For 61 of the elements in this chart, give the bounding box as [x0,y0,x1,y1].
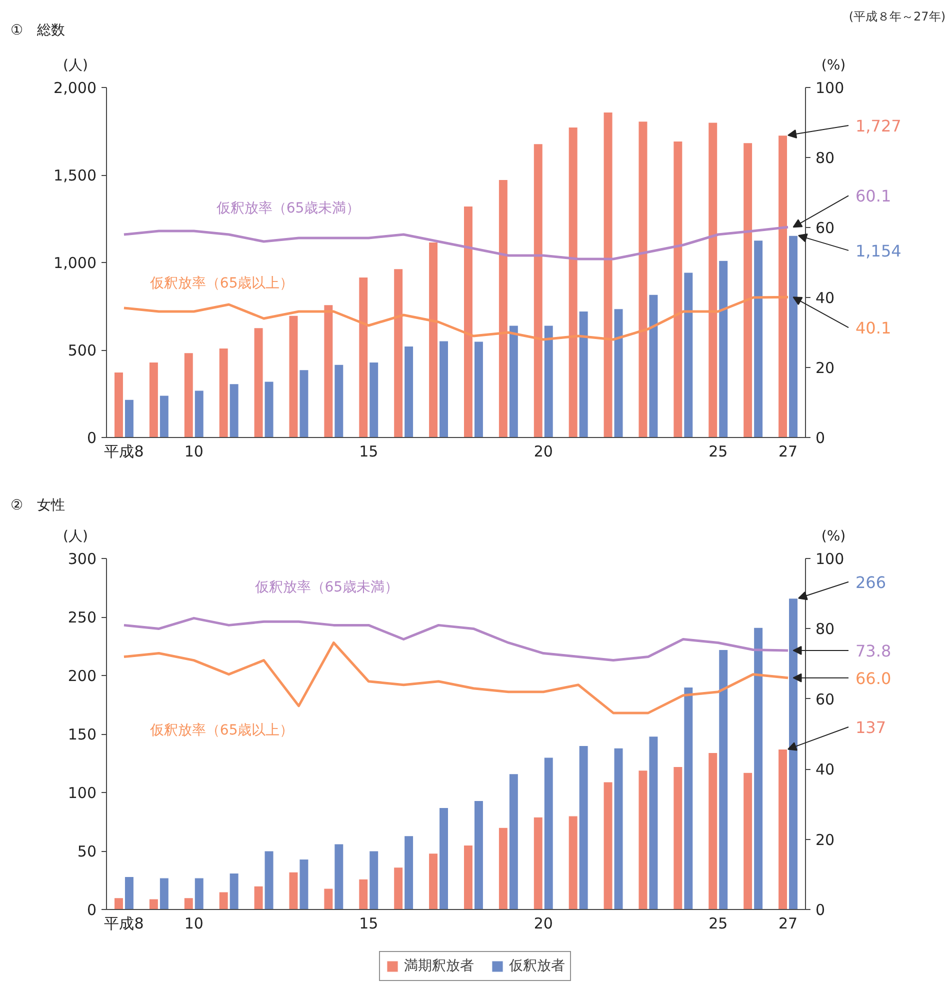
x-tick-label: 15 [359,914,378,932]
y2-tick-label: 60 [816,219,835,237]
y-tick-label: 1,500 [54,166,97,184]
series-label: 仮釈放率（65歳以上） [148,276,294,292]
x-tick-label: 10 [184,914,204,932]
y-tick-label: 1,000 [54,254,97,272]
x-tick-label: 25 [708,442,728,460]
y-tick-label: 100 [68,784,97,802]
chart-title: ② 女性 [10,498,66,514]
y-tick-label: 250 [68,608,97,626]
y2-tick-label: 80 [816,620,835,638]
y-tick-label: 0 [86,901,97,919]
series-label: 仮釈放率（65歳未満） [254,580,399,596]
series-label: 仮釈放率（65歳未満） [215,200,360,217]
data-label: 1,154 [856,241,902,260]
data-label: 40.1 [856,318,892,338]
x-tick-label: 27 [778,442,798,460]
y2-tick-label: 80 [816,149,835,167]
y-tick-label: 0 [86,429,97,447]
text: (平成８年～27年) [848,10,946,24]
data-label: 1,727 [856,116,902,136]
y2-tick-label: 100 [816,550,844,568]
y-tick-label: 200 [68,667,97,685]
x-tick-label: 20 [534,914,553,932]
data-label: 60.1 [856,186,892,206]
line-series [122,226,790,260]
y2-tick-label: 40 [816,760,835,779]
line-series [122,296,790,341]
x-tick-label: 10 [184,442,204,460]
x-tick-label: 15 [359,442,378,460]
y2-tick-label: 100 [816,79,844,97]
y-tick-label: 2,000 [54,79,97,97]
x-tick-label: 平成8 [104,442,144,460]
legend-label: 仮釈放者 [509,957,565,975]
y2-tick-label: 40 [816,289,835,307]
series-label: 仮釈放率（65歳以上） [148,722,294,738]
y2-axis-title: (%) [821,528,846,544]
x-tick-label: 25 [708,914,728,932]
y-tick-label: 300 [68,550,97,568]
data-label: 66.0 [856,668,892,688]
line-series [122,641,790,714]
y2-axis-title: (%) [821,58,846,74]
x-tick-label: 27 [778,914,798,932]
y-tick-label: 500 [68,342,97,360]
y-tick-label: 150 [68,726,97,744]
line-series [122,616,790,662]
y-axis-title: (人) [63,58,88,74]
x-tick-label: 20 [534,442,553,460]
chart-title: ① 総数 [10,22,66,38]
y-axis-title: (人) [63,528,88,544]
y2-tick-label: 60 [816,690,835,708]
y2-tick-label: 20 [816,830,835,849]
x-tick-label: 平成8 [104,914,144,932]
data-label: 137 [856,718,886,737]
data-label: 266 [856,572,886,592]
y-tick-label: 50 [77,842,97,860]
legend-label: 満期釈放者 [404,957,474,975]
y2-tick-label: 20 [816,359,835,377]
y2-tick-label: 0 [816,901,826,919]
data-label: 73.8 [856,641,892,660]
y2-tick-label: 0 [816,429,826,447]
